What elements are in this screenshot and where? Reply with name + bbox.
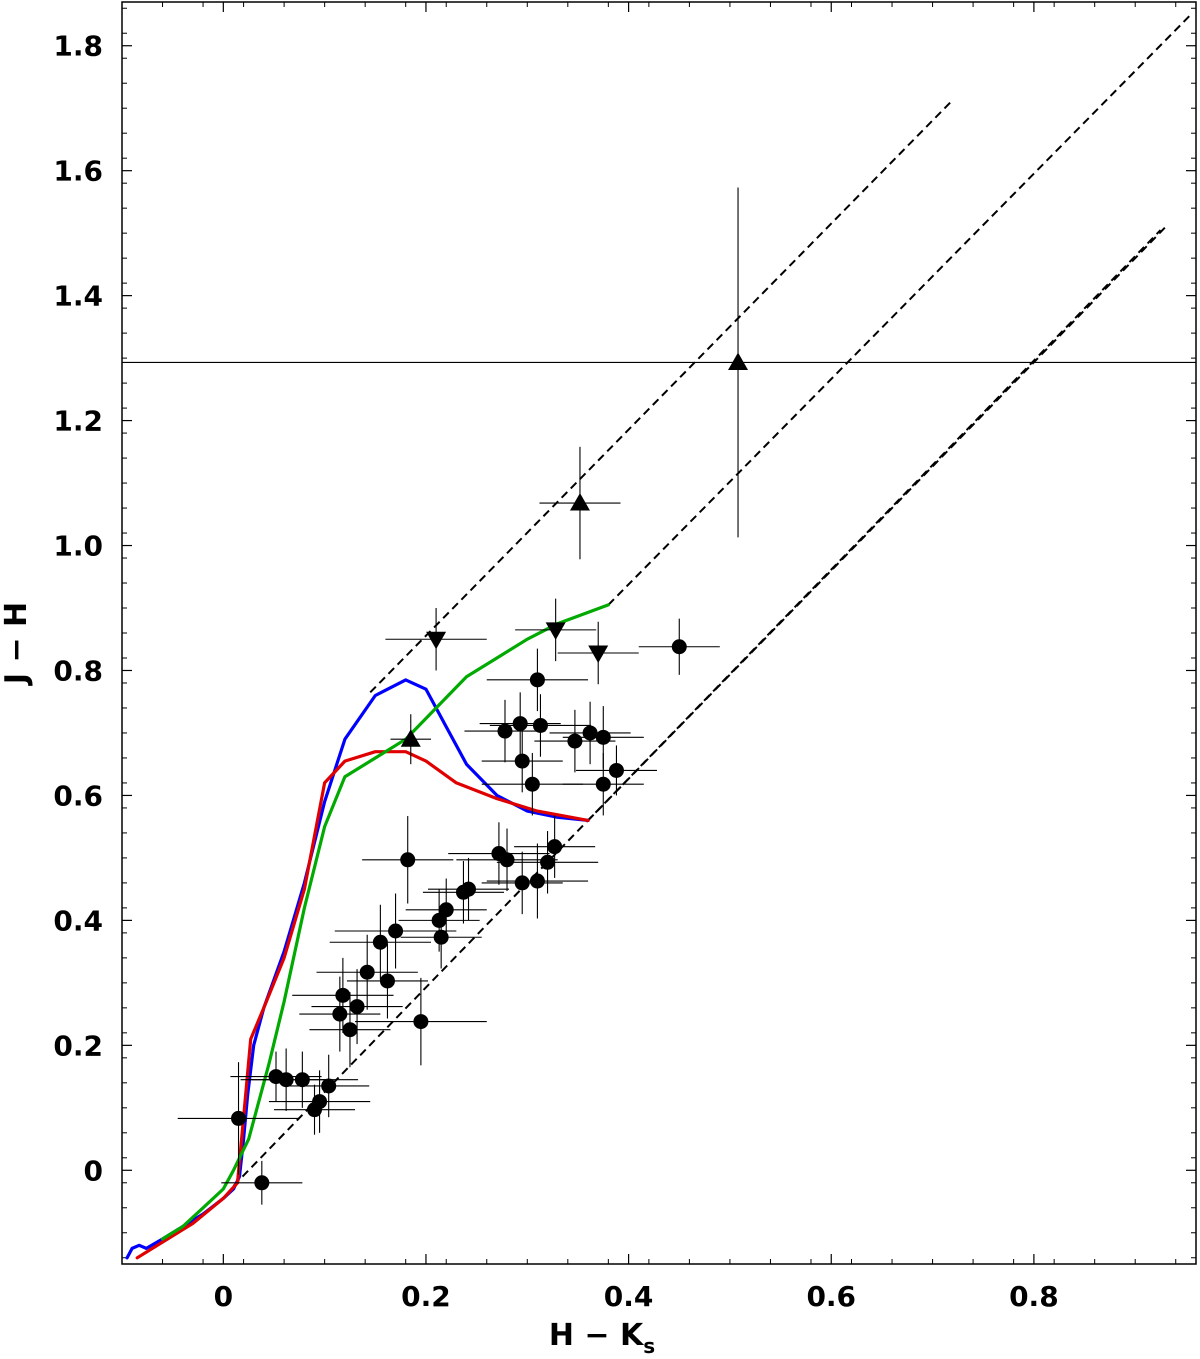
- data-point-circle: [388, 923, 404, 939]
- data-point-circle: [359, 964, 375, 980]
- x-tick-label: 0.6: [806, 1280, 856, 1313]
- y-tick-label: 1.8: [53, 30, 103, 63]
- data-point-circle: [595, 729, 611, 745]
- x-tick-label: 0.4: [604, 1280, 654, 1313]
- intrinsic-color-curves: [125, 603, 610, 1260]
- x-tick-label: 0: [214, 1280, 233, 1313]
- data-point-triangle-down: [545, 622, 566, 640]
- reddening-vector: [232, 229, 1162, 1187]
- data-point-triangle-up: [728, 352, 749, 370]
- data-point-circle: [582, 725, 598, 741]
- data-point-triangle-up: [569, 493, 590, 511]
- y-tick-label: 0.6: [53, 779, 103, 812]
- data-point-circle: [278, 1072, 294, 1088]
- data-point-circle: [312, 1094, 328, 1110]
- y-tick-label: 0.4: [53, 904, 103, 937]
- y-tick-label: 0: [84, 1154, 103, 1187]
- data-point-circle: [514, 875, 530, 891]
- data-point-circle: [379, 973, 395, 989]
- data-point-circle: [595, 776, 611, 792]
- tick-labels: 0 0.2 0.4 0.6 0.8 0 0.2 0.4 0.6 0.8 1.0 1.2 1.4 1.6 1.…: [53, 30, 1058, 1313]
- y-tick-label: 1.0: [53, 530, 103, 563]
- data-point-circle: [231, 1110, 247, 1126]
- data-point-circle: [514, 753, 530, 769]
- reddening-vector: [587, 226, 1167, 822]
- data-point-circle: [497, 723, 513, 739]
- data-point-circle: [608, 762, 624, 778]
- y-tick-label: 0.2: [53, 1029, 103, 1062]
- y-axis-label: J − H: [0, 602, 34, 686]
- y-tick-label: 1.2: [53, 405, 103, 438]
- data-point-circle: [567, 733, 583, 749]
- data-point-circle: [529, 672, 545, 688]
- data-point-circle: [512, 716, 528, 732]
- data-point-triangle-down: [588, 645, 609, 663]
- data-point-circle: [332, 1006, 348, 1022]
- data-point-circle: [321, 1078, 337, 1094]
- data-point-triangle-down: [426, 631, 447, 650]
- x-tick-label: 0.2: [401, 1280, 451, 1313]
- error-bars: [122, 187, 1196, 1205]
- data-point-circle: [400, 852, 416, 868]
- intrinsic-color-curve: [160, 603, 610, 1241]
- data-point-circle: [529, 873, 545, 889]
- axis-ticks: [121, 2, 1196, 1264]
- data-point-circle: [524, 776, 540, 792]
- data-point-triangle-up: [400, 729, 421, 747]
- reddening-lines: [232, 13, 1192, 1187]
- data-point-circle: [254, 1175, 270, 1191]
- data-point-circle: [413, 1014, 429, 1030]
- data-point-circle: [349, 999, 365, 1015]
- data-point-circle: [532, 717, 548, 733]
- x-axis-label: H − Ks: [549, 1318, 655, 1358]
- data-point-circle: [335, 987, 351, 1003]
- data-point-circle: [372, 934, 388, 950]
- data-point-circle: [438, 902, 454, 918]
- x-axis-label-subscript: s: [643, 1334, 655, 1358]
- intrinsic-color-curve: [135, 750, 590, 1260]
- data-point-circle: [540, 854, 556, 870]
- y-tick-label: 1.6: [53, 155, 103, 188]
- data-point-circle: [294, 1072, 310, 1088]
- x-tick-label: 0.8: [1009, 1280, 1059, 1313]
- data-point-circle: [671, 639, 687, 655]
- data-point-circle: [499, 852, 515, 868]
- reddening-vector: [607, 13, 1192, 606]
- data-point-circle: [342, 1022, 358, 1038]
- data-point-circle: [431, 912, 447, 928]
- data-point-circle: [461, 881, 477, 897]
- plot-frame: [121, 1, 1197, 1265]
- y-tick-label: 0.8: [53, 654, 103, 687]
- y-tick-label: 1.4: [53, 280, 103, 313]
- data-points: [231, 352, 749, 1191]
- data-point-circle: [547, 839, 563, 855]
- reddening-vector: [369, 101, 952, 694]
- data-point-circle: [433, 929, 449, 945]
